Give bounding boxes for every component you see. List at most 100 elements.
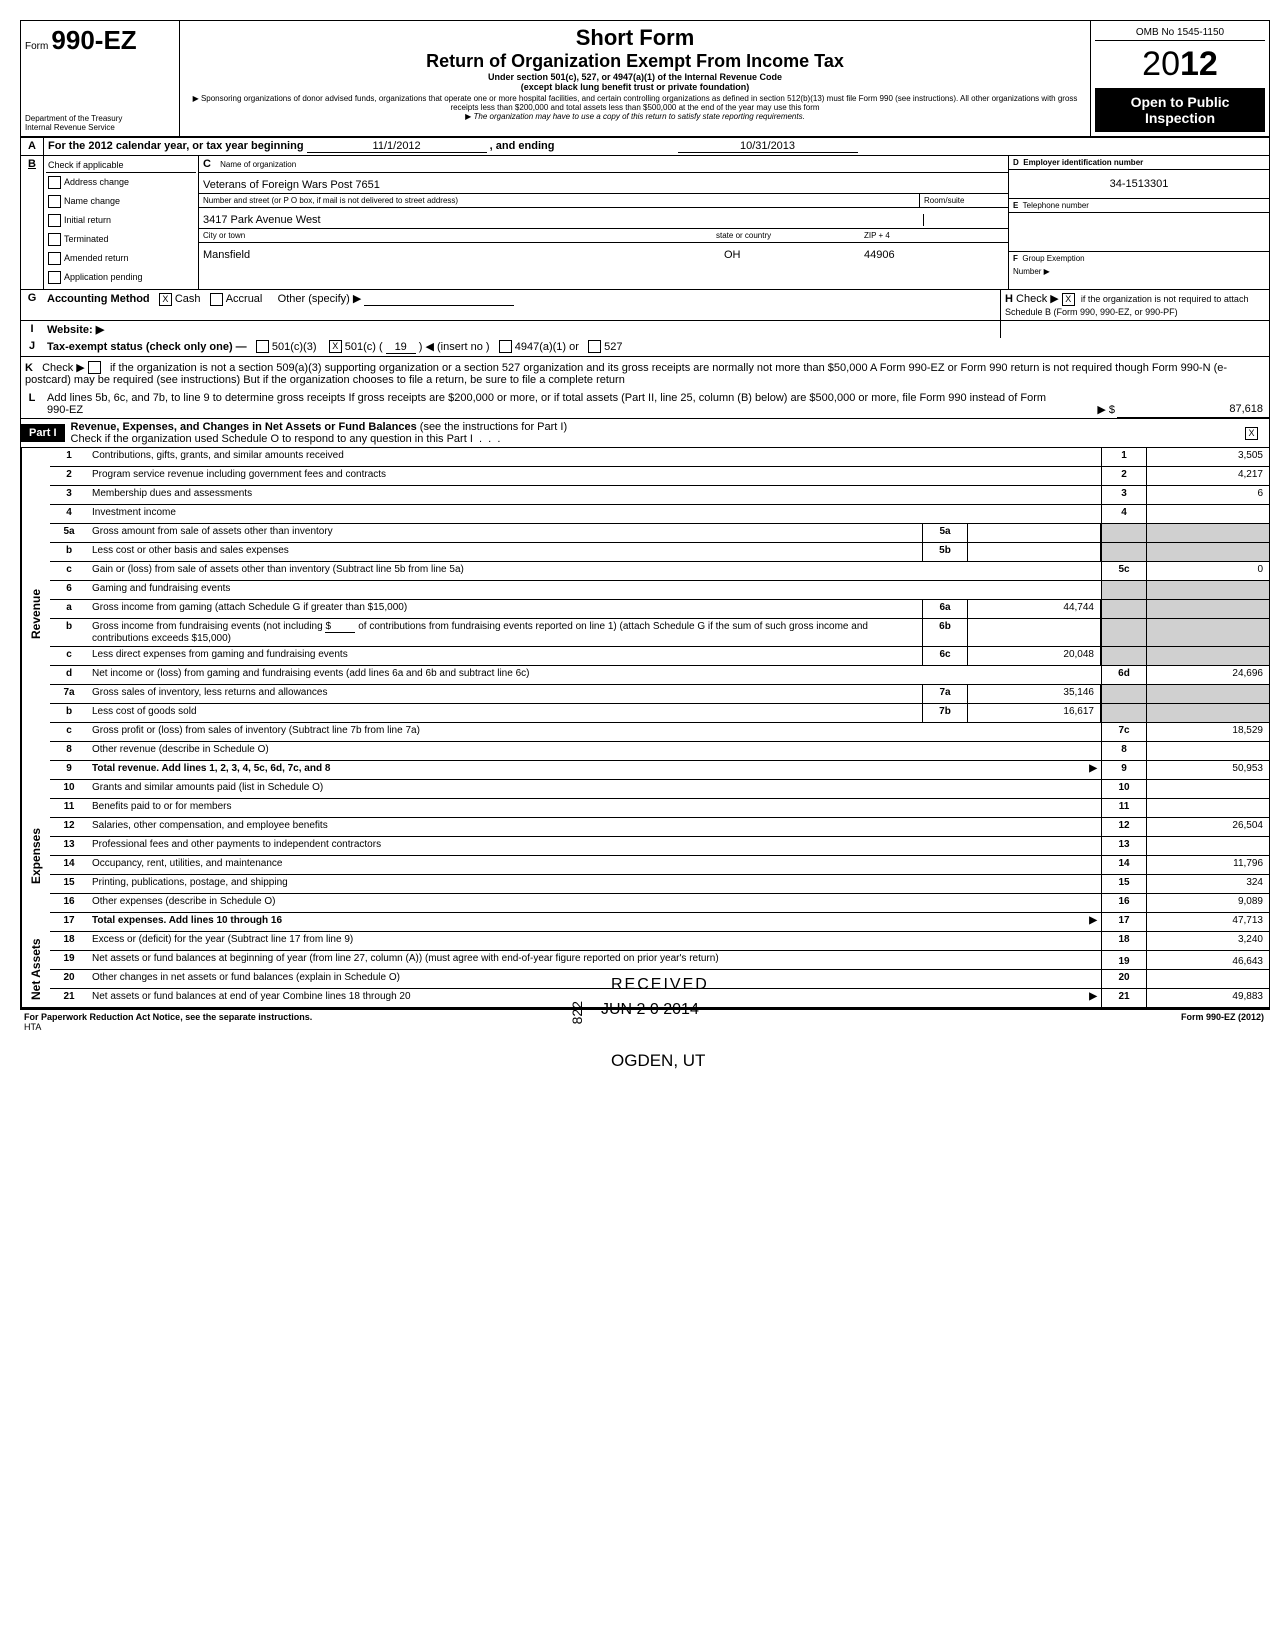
- city: Mansfield: [203, 249, 724, 261]
- year-prefix: 20: [1142, 45, 1180, 83]
- zip: 44906: [864, 249, 1004, 261]
- row-g-h: G Accounting Method XCash Accrual Other …: [21, 290, 1269, 321]
- l2-box: 2: [1101, 467, 1146, 485]
- l7c-desc: Gross profit or (loss) from sales of inv…: [88, 723, 1101, 741]
- ein-label: Employer identification number: [1023, 158, 1143, 167]
- h-check: Check ▶: [1016, 293, 1059, 305]
- l5c-val: 0: [1146, 562, 1269, 580]
- subtitle2: (except black lung benefit trust or priv…: [184, 82, 1086, 92]
- l6a-sub: 6a: [922, 600, 968, 618]
- l12-box: 12: [1101, 818, 1146, 836]
- terminated: Terminated: [64, 234, 109, 244]
- l18-val: 3,240: [1146, 932, 1269, 950]
- phone-label: Telephone number: [1023, 201, 1089, 210]
- check-if-applicable: Check if applicable Address change Name …: [44, 156, 199, 289]
- l6b-desc: Gross income from fundraising events (no…: [88, 619, 922, 646]
- l6a-shaded: [1101, 600, 1146, 618]
- netassets-section: Net Assets 18Excess or (deficit) for the…: [21, 932, 1269, 1009]
- l-arrow: ▶ $: [1053, 401, 1117, 418]
- l5b-subval: [968, 543, 1101, 561]
- return-title: Return of Organization Exempt From Incom…: [184, 51, 1086, 72]
- l5b-shaded-val: [1146, 543, 1269, 561]
- l7a-shaded-val: [1146, 685, 1269, 703]
- l-text: Add lines 5b, 6c, and 7b, to line 9 to d…: [47, 392, 1046, 416]
- l21-val: 49,883: [1146, 989, 1269, 1007]
- l7a-desc: Gross sales of inventory, less returns a…: [88, 685, 922, 703]
- 4947-checkbox[interactable]: [499, 340, 512, 353]
- l7a-num: 7a: [50, 685, 88, 703]
- 501c3-checkbox[interactable]: [256, 340, 269, 353]
- form-number: 990-EZ: [51, 25, 136, 55]
- l3-val: 6: [1146, 486, 1269, 504]
- label-g: G: [21, 290, 43, 320]
- expenses-label: Expenses: [21, 780, 50, 932]
- l5b-shaded: [1101, 543, 1146, 561]
- row-j: J Tax-exempt status (check only one) — 5…: [21, 338, 1269, 357]
- pending-checkbox[interactable]: [48, 271, 61, 284]
- label-a: A: [21, 138, 44, 155]
- l5b-num: b: [50, 543, 88, 561]
- 527-checkbox[interactable]: [588, 340, 601, 353]
- title-cell: Short Form Return of Organization Exempt…: [180, 21, 1090, 136]
- l14-num: 14: [50, 856, 88, 874]
- k-check: Check ▶: [42, 362, 85, 374]
- l13-desc: Professional fees and other payments to …: [88, 837, 1101, 855]
- l5c-desc: Gain or (loss) from sale of assets other…: [88, 562, 1101, 580]
- l8-num: 8: [50, 742, 88, 760]
- group-exemption-label: Group Exemption: [1022, 254, 1084, 263]
- cash-checkbox[interactable]: X: [159, 293, 172, 306]
- sponsor-note: Sponsoring organizations of donor advise…: [201, 94, 1077, 112]
- l6-num: 6: [50, 581, 88, 599]
- l1-desc: Contributions, gifts, grants, and simila…: [88, 448, 1101, 466]
- k-checkbox[interactable]: [88, 361, 101, 374]
- website-label: Website: ▶: [43, 321, 1001, 338]
- addr-change-checkbox[interactable]: [48, 176, 61, 189]
- l7c-num: c: [50, 723, 88, 741]
- l7b-num: b: [50, 704, 88, 722]
- tax-exempt-label: Tax-exempt status (check only one) —: [47, 341, 247, 353]
- accounting-method: Accounting Method: [47, 293, 150, 305]
- l4-box: 4: [1101, 505, 1146, 523]
- l11-num: 11: [50, 799, 88, 817]
- initial-return-checkbox[interactable]: [48, 214, 61, 227]
- l19-box: 19: [1101, 951, 1146, 969]
- l16-desc: Other expenses (describe in Schedule O): [88, 894, 1101, 912]
- revenue-section: Revenue 1Contributions, gifts, grants, a…: [21, 448, 1269, 780]
- cash-label: Cash: [175, 293, 201, 305]
- form-prefix: Form: [25, 41, 48, 52]
- terminated-checkbox[interactable]: [48, 233, 61, 246]
- l20-desc: Other changes in net assets or fund bala…: [88, 970, 1101, 988]
- l5b-desc: Less cost or other basis and sales expen…: [88, 543, 922, 561]
- l19-num: 19: [50, 951, 88, 969]
- k-desc: if the organization is not a section 509…: [25, 362, 1227, 387]
- short-form: Short Form: [184, 25, 1086, 51]
- l6b-subval: [968, 619, 1101, 646]
- l6a-desc: Gross income from gaming (attach Schedul…: [88, 600, 922, 618]
- 501c-checkbox[interactable]: X: [329, 340, 342, 353]
- l7a-shaded: [1101, 685, 1146, 703]
- form-footer: Form 990-EZ (2012): [1181, 1012, 1264, 1032]
- l4-desc: Investment income: [88, 505, 1101, 523]
- l15-num: 15: [50, 875, 88, 893]
- l15-box: 15: [1101, 875, 1146, 893]
- check-if-label: Check if applicable: [46, 158, 196, 173]
- 4947a1: 4947(a)(1) or: [515, 341, 579, 353]
- hta: HTA: [24, 1022, 41, 1032]
- l17-num: 17: [50, 913, 88, 931]
- row-i: I Website: ▶: [21, 321, 1269, 338]
- amended-checkbox[interactable]: [48, 252, 61, 265]
- 501c: 501(c) (: [345, 341, 383, 353]
- name-change-checkbox[interactable]: [48, 195, 61, 208]
- l2-val: 4,217: [1146, 467, 1269, 485]
- l5a-num: 5a: [50, 524, 88, 542]
- l17-desc: Total expenses. Add lines 10 through 16 …: [88, 913, 1101, 931]
- initial-return: Initial return: [64, 215, 111, 225]
- h-checkbox[interactable]: X: [1062, 293, 1075, 306]
- part1-checkbox[interactable]: X: [1245, 427, 1258, 440]
- accrual-checkbox[interactable]: [210, 293, 223, 306]
- l19-desc: Net assets or fund balances at beginning…: [88, 951, 1101, 969]
- l5a-desc: Gross amount from sale of assets other t…: [88, 524, 922, 542]
- irs: Internal Revenue Service: [25, 123, 175, 132]
- tax-year-begin: 11/1/2012: [307, 140, 487, 153]
- l7b-desc: Less cost of goods sold: [88, 704, 922, 722]
